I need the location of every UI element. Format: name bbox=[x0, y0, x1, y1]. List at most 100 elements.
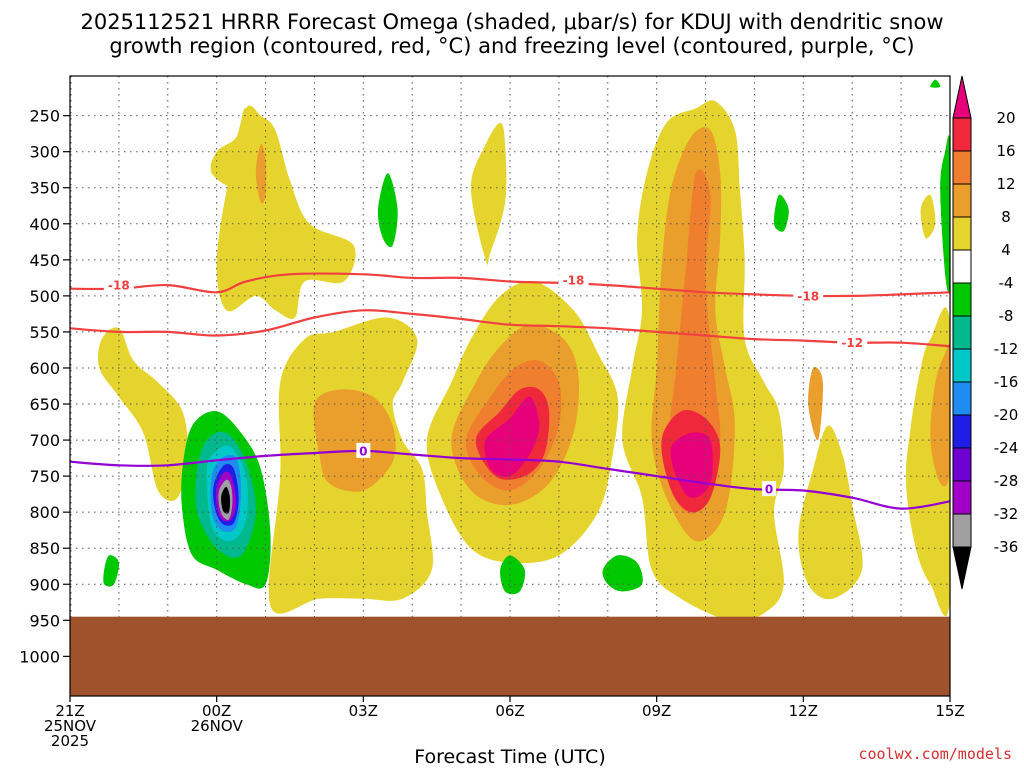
omega-shading bbox=[97, 79, 950, 622]
x-tick-label-0-0: 21Z bbox=[55, 702, 84, 720]
y-tick-label-400: 400 bbox=[29, 215, 60, 234]
y-tick-label-800: 800 bbox=[29, 503, 60, 522]
pressure-axis: 250 300 350 400 450 500 550 600 650 700 750 800 850 9… bbox=[19, 107, 70, 666]
colorbar-label--24: -24 bbox=[994, 439, 1019, 457]
omega-region-upper-ascent-0545 bbox=[470, 122, 507, 265]
y-tick-label-950: 950 bbox=[29, 611, 60, 630]
dendritic-contour-1-line bbox=[70, 309, 950, 348]
y-tick-label-550: 550 bbox=[29, 323, 60, 342]
omega-region-upper-ascent-0900-m bbox=[670, 432, 713, 498]
colorbar-label--36: -36 bbox=[994, 538, 1019, 556]
omega-region-upper-ascent-0030 bbox=[97, 327, 188, 501]
freezing-level-contour-label-1: 0 bbox=[765, 483, 773, 497]
y-tick-label-450: 450 bbox=[29, 251, 60, 270]
omega-region-strong-descent-0000-k bbox=[221, 486, 231, 514]
y-tick-label-1000: 1000 bbox=[19, 647, 60, 666]
y-tick-label-250: 250 bbox=[29, 107, 60, 126]
colorbar-band--12 to -8 bbox=[952, 315, 972, 350]
omega-region-right-edge-ascent-o bbox=[930, 343, 950, 487]
omega-region-upper-ascent-0215-b bbox=[210, 107, 257, 188]
omega-region-lower-ascent-0300-b bbox=[313, 389, 396, 492]
omega-region-main-ascent-0600-m bbox=[484, 396, 540, 477]
plot-area: -18 -18 -18 -12 0 0 bbox=[69, 75, 951, 697]
dendritic-contour-0-label-1: -18 bbox=[563, 274, 585, 288]
omega-region-small-ascent-1330 bbox=[920, 194, 936, 239]
ground-below-surface bbox=[70, 616, 950, 696]
chart-title-line-1: 2025112521 HRRR Forecast Omega (shaded, … bbox=[80, 10, 943, 34]
omega-region-descent-0730 bbox=[602, 555, 643, 592]
dendritic-contour-0-label-0: -18 bbox=[108, 279, 130, 293]
x-tick-label-3-1: 26NOV bbox=[191, 717, 244, 735]
y-tick-label-500: 500 bbox=[29, 287, 60, 306]
chart-title-line-2: growth region (contoured, red, °C) and f… bbox=[109, 34, 914, 58]
dendritic-contour-0-label-bg-1 bbox=[558, 272, 589, 288]
colorbar-band-12 to 16 bbox=[952, 150, 972, 185]
freezing-level-contour-label-0: 0 bbox=[359, 444, 367, 458]
x-tick-label-3-0: 00Z bbox=[202, 702, 231, 720]
colorbar-band--32 to -28 bbox=[952, 480, 972, 515]
omega-region-descent-2200 bbox=[103, 555, 120, 587]
x-tick-label-15-0: 12Z bbox=[789, 702, 818, 720]
colorbar-label-4: 4 bbox=[1001, 241, 1011, 259]
colorbar-label-16: 16 bbox=[996, 142, 1015, 160]
y-tick-label-350: 350 bbox=[29, 179, 60, 198]
y-tick-label-600: 600 bbox=[29, 359, 60, 378]
credit-link[interactable]: coolwx.com/models bbox=[858, 745, 1012, 763]
omega-region-descent-1045 bbox=[773, 194, 789, 232]
x-tick-label-9-0: 06Z bbox=[495, 702, 524, 720]
colorbar-label--8: -8 bbox=[999, 307, 1014, 325]
colorbar-band--16 to -12 bbox=[952, 348, 972, 383]
colorbar-band-20+ bbox=[952, 75, 972, 119]
x-tick-label-0-1: 25NOV bbox=[44, 717, 97, 735]
y-tick-label-650: 650 bbox=[29, 395, 60, 414]
colorbar-label-20: 20 bbox=[996, 109, 1015, 127]
freezing-level-contour-line bbox=[70, 449, 950, 510]
y-tick-label-300: 300 bbox=[29, 143, 60, 162]
colorbar-label--20: -20 bbox=[994, 406, 1019, 424]
y-tick-label-700: 700 bbox=[29, 431, 60, 450]
y-tick-label-750: 750 bbox=[29, 467, 60, 486]
omega-region-upper-ascent-0215-c bbox=[255, 144, 267, 204]
dendritic-contour-0-label-bg-0 bbox=[103, 277, 134, 293]
omega-region-lower-ascent-1130-o bbox=[808, 366, 824, 441]
omega-region-lower-ascent-1130 bbox=[798, 425, 863, 600]
dendritic-contour-0-label-bg-2 bbox=[793, 287, 824, 303]
x-tick-label-18-0: 15Z bbox=[935, 702, 964, 720]
colorbar-label--12: -12 bbox=[994, 340, 1019, 358]
y-tick-label-850: 850 bbox=[29, 539, 60, 558]
x-tick-label-0-2: 2025 bbox=[51, 732, 89, 750]
colorbar-band-below -36 bbox=[952, 546, 972, 590]
colorbar-label--4: -4 bbox=[999, 274, 1014, 292]
x-tick-label-6-0: 03Z bbox=[349, 702, 378, 720]
colorbar-band-8 to 12 bbox=[952, 183, 972, 218]
colorbar-label--28: -28 bbox=[994, 472, 1019, 490]
colorbar-band-4 to 8 bbox=[952, 216, 972, 251]
y-tick-label-900: 900 bbox=[29, 575, 60, 594]
freezing-level-contour-label-bg-0 bbox=[356, 442, 371, 458]
temperature-contours: -18 -18 -18 -12 0 0 bbox=[70, 272, 950, 510]
omega-region-descent-right-top bbox=[930, 79, 941, 88]
colorbar-band--4 to 4 bbox=[952, 249, 972, 284]
dendritic-contour-1-label-bg-0 bbox=[837, 334, 868, 350]
colorbar-band--20 to -16 bbox=[952, 381, 972, 416]
omega-region-descent-0545 bbox=[500, 555, 526, 595]
dendritic-contour-0-label-2: -18 bbox=[797, 289, 819, 303]
x-tick-label-12-0: 09Z bbox=[642, 702, 671, 720]
colorbar-label--32: -32 bbox=[994, 505, 1019, 523]
colorbar-label-8: 8 bbox=[1001, 208, 1011, 226]
colorbar-band--8 to -4 bbox=[952, 282, 972, 317]
colorbar-label-12: 12 bbox=[996, 175, 1015, 193]
colorbar-band--28 to -24 bbox=[952, 447, 972, 482]
colorbar-label--16: -16 bbox=[994, 373, 1019, 391]
colorbar-band--24 to -20 bbox=[952, 414, 972, 449]
freezing-level-contour-label-bg-1 bbox=[762, 481, 777, 497]
colorbar-band-16 to 20 bbox=[952, 117, 972, 152]
colorbar-band--36 to -32 bbox=[952, 513, 972, 548]
omega-region-descent-right bbox=[940, 135, 950, 293]
dendritic-contour-1-label-0: -12 bbox=[841, 336, 863, 350]
omega-colorbar: 20 16 12 8 4 -4 -8 -12 -16 -20 -24 -28 -32 -36 bbox=[952, 75, 1019, 590]
x-axis-label: Forecast Time (UTC) bbox=[414, 746, 605, 768]
omega-region-descent-0320 bbox=[377, 173, 398, 248]
